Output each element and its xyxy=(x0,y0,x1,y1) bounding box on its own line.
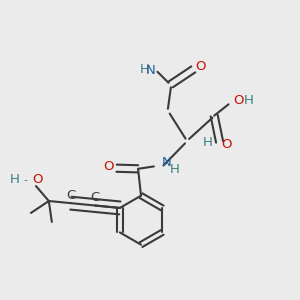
Text: H: H xyxy=(10,173,20,186)
Text: H: H xyxy=(140,63,149,76)
Text: H: H xyxy=(244,94,253,106)
Text: H: H xyxy=(202,136,212,149)
Text: -: - xyxy=(23,175,28,185)
Text: O: O xyxy=(33,173,43,186)
Text: N: N xyxy=(162,156,171,169)
Text: O: O xyxy=(195,60,206,73)
Text: H: H xyxy=(170,163,180,176)
Text: O: O xyxy=(233,94,244,106)
Text: N: N xyxy=(146,64,156,77)
Text: C: C xyxy=(91,191,100,204)
Text: O: O xyxy=(103,160,114,173)
Text: O: O xyxy=(222,138,232,151)
Text: C: C xyxy=(66,189,76,202)
